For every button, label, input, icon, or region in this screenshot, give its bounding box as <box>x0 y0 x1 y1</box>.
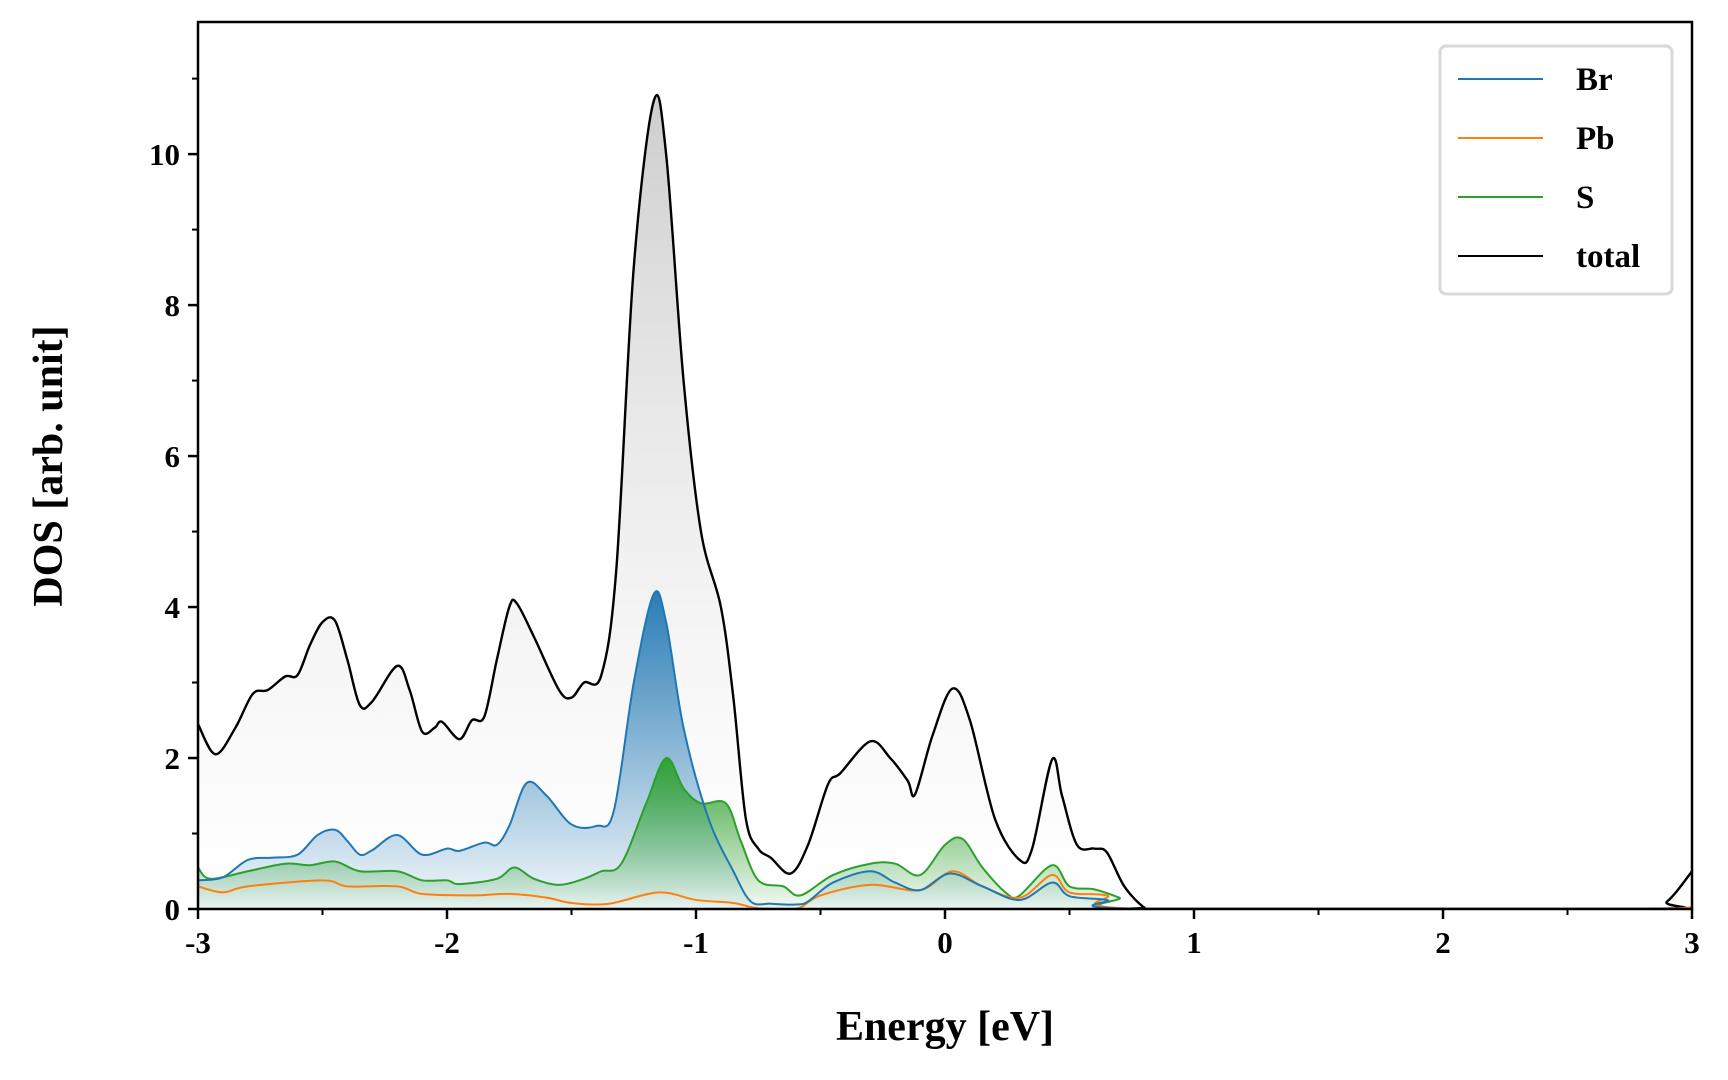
x-axis: -3 -2 -1 0 1 2 3 <box>185 909 1700 960</box>
fill-Br <box>198 591 1692 909</box>
y-axis: 0 2 4 6 8 10 <box>149 77 198 927</box>
x-axis-label: Energy [eV] <box>836 1004 1054 1050</box>
line-total <box>198 93 1692 909</box>
legend-label-Pb: Pb <box>1576 121 1615 157</box>
y-tick-label: 8 <box>165 288 181 323</box>
x-tick-label: -3 <box>185 925 211 960</box>
series-fills <box>198 95 1692 909</box>
x-tick-label: -2 <box>434 925 460 960</box>
fill-total <box>198 95 1692 909</box>
y-tick-label: 0 <box>165 892 181 927</box>
line-Br <box>198 590 1692 909</box>
legend-label-Br: Br <box>1576 62 1613 98</box>
x-tick-label: 1 <box>1186 925 1202 960</box>
y-tick-label: 2 <box>165 741 181 776</box>
legend-frame <box>1438 44 1674 296</box>
x-tick-label: 3 <box>1684 925 1700 960</box>
x-tick-label: -1 <box>683 925 709 960</box>
legend-label-total: total <box>1576 239 1640 275</box>
y-tick-label: 4 <box>165 590 181 625</box>
x-tick-label: 2 <box>1435 925 1451 960</box>
fill-S <box>198 758 1692 909</box>
y-tick-label: 6 <box>165 439 181 474</box>
legend-label-S: S <box>1576 180 1594 216</box>
y-tick-label: 10 <box>149 137 180 172</box>
y-axis-label: DOS [arb. unit] <box>26 325 72 606</box>
line-S <box>198 757 1692 909</box>
x-tick-label: 0 <box>937 925 953 960</box>
